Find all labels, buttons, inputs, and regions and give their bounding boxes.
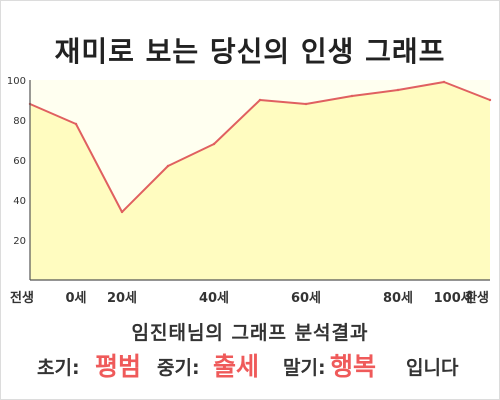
- y-tick-label-100: 100: [7, 76, 26, 87]
- x-tick-label-3: 40세: [199, 291, 229, 306]
- late-label: 말기:: [283, 357, 326, 379]
- analysis-result: 초기: 평범 중기: 출세 말기: 행복 입니다: [0, 344, 500, 384]
- data-point-3: [166, 164, 170, 168]
- early-label: 초기:: [37, 357, 80, 379]
- data-point-7: [350, 94, 354, 98]
- data-point-1: [74, 122, 78, 126]
- data-point-6: [304, 102, 308, 106]
- x-tick-label-5: 80세: [383, 291, 413, 306]
- late-value: 행복: [330, 352, 377, 381]
- mid-label: 중기:: [157, 357, 200, 379]
- data-point-8: [396, 88, 400, 92]
- early-value: 평범: [95, 352, 142, 381]
- area-fill: [30, 82, 490, 280]
- x-tick-label-1: 0세: [65, 291, 86, 306]
- x-tick-label-0: 전생: [10, 290, 34, 306]
- data-point-2: [120, 210, 124, 214]
- y-tick-label-20: 20: [13, 236, 26, 247]
- page-title: 재미로 보는 당신의 인생 그래프: [54, 35, 446, 68]
- y-tick-label-80: 80: [13, 116, 26, 127]
- data-point-5: [258, 98, 262, 102]
- data-point-9: [442, 80, 446, 84]
- mid-value: 출세: [213, 352, 260, 381]
- y-tick-label-40: 40: [13, 196, 26, 207]
- analysis-caption: 임진태님의 그래프 분석결과: [131, 322, 369, 344]
- x-tick-label-2: 20세: [107, 291, 137, 306]
- x-tick-label-7: 환생: [465, 290, 489, 306]
- x-tick-label-6: 100세: [434, 291, 473, 306]
- y-tick-label-60: 60: [13, 156, 26, 167]
- result-ending: 입니다: [406, 357, 459, 379]
- data-point-10: [488, 98, 492, 102]
- data-point-4: [212, 142, 216, 146]
- x-tick-label-4: 60세: [291, 291, 321, 306]
